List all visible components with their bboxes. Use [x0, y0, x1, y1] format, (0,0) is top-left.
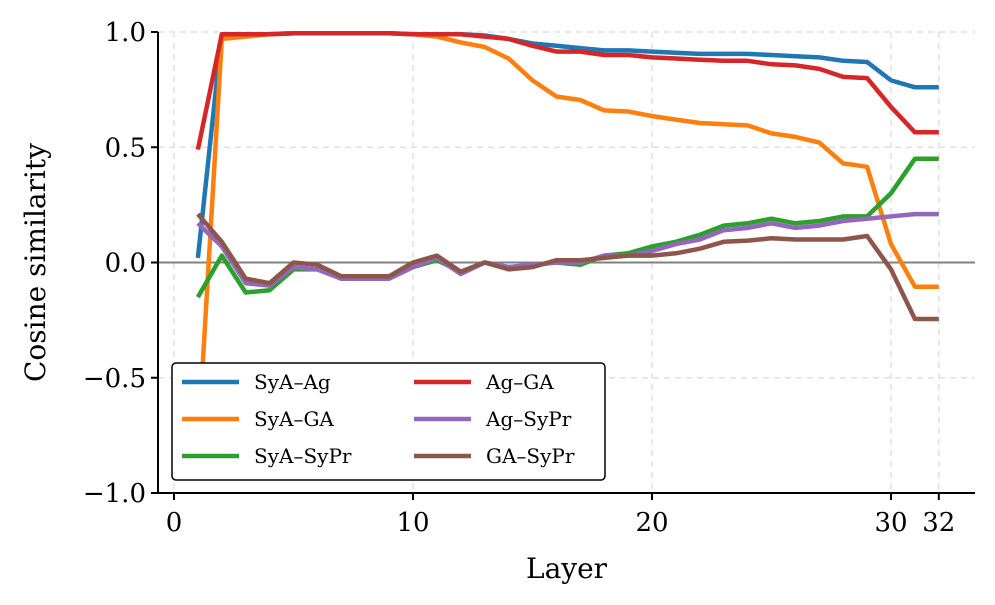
y-tick-label: −1.0	[83, 479, 146, 509]
legend-label: GA–SyPr	[486, 444, 575, 468]
y-tick-label: −0.5	[83, 364, 146, 394]
y-tick-label: 0.0	[105, 249, 146, 279]
legend-label: SyA–SyPr	[254, 444, 352, 468]
x-tick-label: 10	[396, 508, 429, 538]
series-line-5	[196, 212, 939, 322]
legend-label: SyA–Ag	[254, 370, 331, 394]
x-tick-label: 32	[922, 508, 955, 538]
legend: SyA–Ag SyA–GA SyA–SyPr Ag–GA Ag–SyPr GA–SyPr	[171, 362, 606, 481]
axes: −1.0 −0.5 0.0 0.5 1.0 0 10 20 30 32	[83, 18, 975, 538]
series-line-2	[195, 156, 939, 299]
x-tick-label: 0	[166, 508, 183, 538]
x-tick-label: 30	[874, 508, 907, 538]
legend-box	[171, 362, 606, 481]
series-line-4	[196, 211, 939, 288]
series-lines	[195, 30, 939, 448]
x-tick-label: 20	[635, 508, 668, 538]
y-tick-label: 1.0	[105, 18, 146, 48]
series-line-3	[195, 30, 939, 151]
x-axis-label: Layer	[526, 552, 608, 585]
legend-label: SyA–GA	[254, 407, 334, 431]
y-axis-label: Cosine similarity	[19, 143, 52, 382]
y-tick-label: 0.5	[105, 133, 146, 163]
legend-label: Ag–GA	[485, 370, 554, 394]
legend-label: Ag–SyPr	[485, 407, 572, 431]
